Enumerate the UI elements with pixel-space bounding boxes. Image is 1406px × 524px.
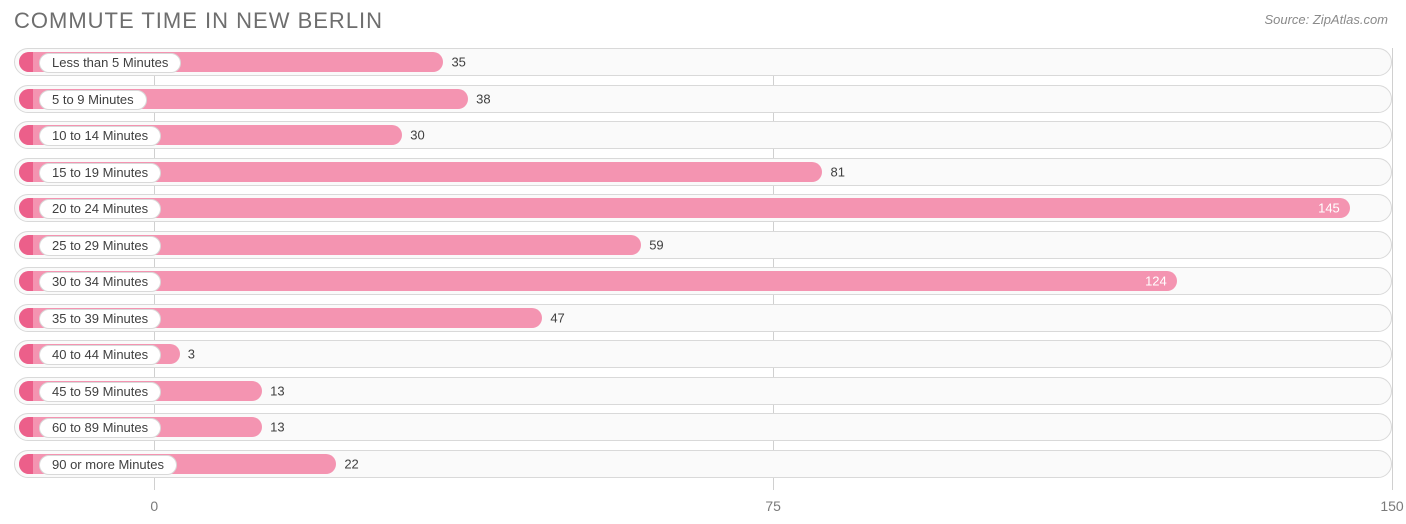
- chart-title: COMMUTE TIME IN NEW BERLIN: [14, 8, 383, 34]
- value-label: 3: [188, 347, 195, 362]
- bar-row: 124 30 to 34 Minutes: [14, 267, 1392, 295]
- category-label: Less than 5 Minutes: [39, 53, 181, 73]
- bar-cap: [19, 454, 33, 474]
- value-label: 59: [649, 237, 663, 252]
- value-label: 13: [270, 383, 284, 398]
- bar-cap: [19, 162, 33, 182]
- bar-cap: [19, 271, 33, 291]
- category-label: 30 to 34 Minutes: [39, 272, 161, 292]
- bar-row: 15 to 19 Minutes 81: [14, 158, 1392, 186]
- source-attribution: Source: ZipAtlas.com: [1264, 12, 1388, 27]
- category-label: 10 to 14 Minutes: [39, 126, 161, 146]
- x-axis-tick-label: 150: [1380, 498, 1403, 514]
- x-axis-tick-label: 75: [765, 498, 781, 514]
- category-label: 60 to 89 Minutes: [39, 418, 161, 438]
- bar-row: Less than 5 Minutes 35: [14, 48, 1392, 76]
- bar: 124: [19, 271, 1177, 291]
- bar-row: 90 or more Minutes 22: [14, 450, 1392, 478]
- value-label: 124: [1145, 274, 1167, 289]
- category-label: 5 to 9 Minutes: [39, 90, 147, 110]
- category-label: 25 to 29 Minutes: [39, 236, 161, 256]
- bar-cap: [19, 235, 33, 255]
- bar-row: 60 to 89 Minutes 13: [14, 413, 1392, 441]
- bar-cap: [19, 52, 33, 72]
- bar-row: 35 to 39 Minutes 47: [14, 304, 1392, 332]
- bar-row: 40 to 44 Minutes 3: [14, 340, 1392, 368]
- value-label: 145: [1318, 201, 1340, 216]
- bar-cap: [19, 125, 33, 145]
- category-label: 90 or more Minutes: [39, 455, 177, 475]
- x-axis: 075150: [14, 496, 1392, 518]
- value-label: 47: [550, 310, 564, 325]
- bar-cap: [19, 308, 33, 328]
- category-label: 35 to 39 Minutes: [39, 309, 161, 329]
- value-label: 22: [344, 456, 358, 471]
- bar-cap: [19, 381, 33, 401]
- value-label: 30: [410, 128, 424, 143]
- bar-row: 145 20 to 24 Minutes: [14, 194, 1392, 222]
- bar: 145: [19, 198, 1350, 218]
- value-label: 81: [830, 164, 844, 179]
- category-label: 20 to 24 Minutes: [39, 199, 161, 219]
- commute-time-chart: Less than 5 Minutes 35 5 to 9 Minutes 38 10 …: [14, 48, 1392, 490]
- value-label: 35: [451, 55, 465, 70]
- bar-row: 5 to 9 Minutes 38: [14, 85, 1392, 113]
- bar-cap: [19, 198, 33, 218]
- bar-row: 10 to 14 Minutes 30: [14, 121, 1392, 149]
- gridline: [1392, 48, 1393, 490]
- category-label: 40 to 44 Minutes: [39, 345, 161, 365]
- value-label: 38: [476, 91, 490, 106]
- value-label: 13: [270, 420, 284, 435]
- bar-cap: [19, 417, 33, 437]
- category-label: 15 to 19 Minutes: [39, 163, 161, 183]
- bar-cap: [19, 344, 33, 364]
- bar-row: 25 to 29 Minutes 59: [14, 231, 1392, 259]
- x-axis-tick-label: 0: [150, 498, 158, 514]
- category-label: 45 to 59 Minutes: [39, 382, 161, 402]
- bar-cap: [19, 89, 33, 109]
- bar-row: 45 to 59 Minutes 13: [14, 377, 1392, 405]
